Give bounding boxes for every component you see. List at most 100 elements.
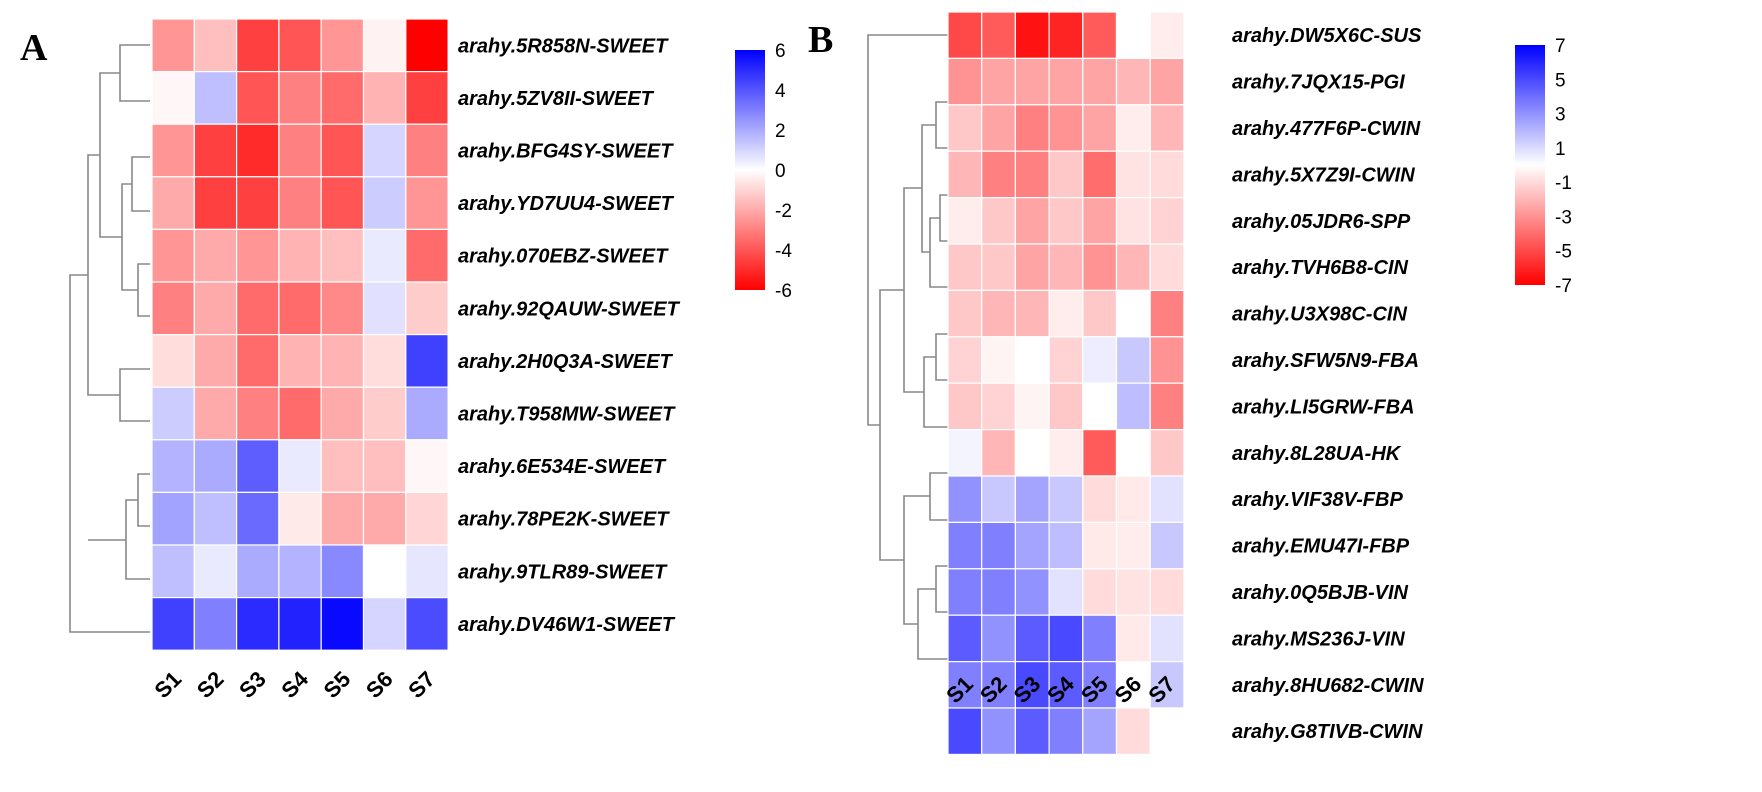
heatmap-cell xyxy=(278,544,322,599)
colorbar-ticks-b: 7 5 3 1 -1 -3 -5 -7 xyxy=(1555,36,1572,297)
colorbar-a: 6 4 2 0 -2 -4 -6 xyxy=(735,41,792,302)
heatmap-cell xyxy=(405,544,449,599)
gene-label: arahy.MS236J-VIN xyxy=(1232,628,1405,650)
gene-labels-b: arahy.DW5X6C-SUS arahy.7JQX15-PGI arahy.47… xyxy=(1232,25,1424,743)
heatmap-cell xyxy=(362,596,407,651)
heatmap-cell xyxy=(1048,104,1084,152)
colorbar-tick-label: 1 xyxy=(1555,139,1566,160)
gene-label: arahy.U3X98C-CIN xyxy=(1232,304,1407,326)
heatmap-cell xyxy=(1082,614,1118,663)
colorbar-tick-label: 3 xyxy=(1555,105,1566,126)
sample-label: S6 xyxy=(361,666,398,703)
heatmap-cell xyxy=(236,386,280,441)
heatmap-cell xyxy=(981,429,1017,477)
heatmap-cell xyxy=(193,386,238,441)
heatmap-cell xyxy=(193,70,238,125)
heatmap-cell xyxy=(151,491,195,546)
gene-label: arahy.2H0Q3A-SWEET xyxy=(458,351,674,373)
gene-label: arahy.5ZV8II-SWEET xyxy=(458,88,655,110)
gene-label: arahy.8L28UA-HK xyxy=(1232,443,1402,465)
heatmap-cell xyxy=(362,70,407,125)
heatmap-cell xyxy=(1115,568,1151,616)
heatmap-cell xyxy=(362,228,407,283)
heatmap-cell xyxy=(981,104,1017,152)
heatmap-cell xyxy=(1014,197,1050,245)
heatmap-cell xyxy=(362,281,407,336)
heatmap-cell xyxy=(151,386,195,441)
heatmap-cell xyxy=(1014,568,1050,616)
heatmap-cell xyxy=(1014,382,1050,431)
heatmap-cell xyxy=(947,429,983,477)
heatmap-cell xyxy=(1149,521,1185,570)
gene-label: arahy.477F6P-CWIN xyxy=(1232,118,1421,140)
heatmap-cell xyxy=(947,11,983,60)
gene-label: arahy.T958MW-SWEET xyxy=(458,404,676,426)
colorbar-tick-label: -7 xyxy=(1555,276,1572,297)
gene-label: arahy.92QAUW-SWEET xyxy=(458,298,681,320)
heatmap-cell xyxy=(947,660,983,709)
heatmap-b xyxy=(947,11,1185,756)
panel-a: A arahy.5R858N-SWEETarahy.5ZV8II-SWEETar… xyxy=(20,18,792,703)
heatmap-cell xyxy=(1082,104,1118,152)
heatmap-cell xyxy=(151,123,195,178)
colorbar-tick-label: 5 xyxy=(1555,70,1566,91)
heatmap-cell xyxy=(1048,57,1084,106)
heatmap-cell xyxy=(1115,289,1151,338)
heatmap-cell xyxy=(1149,243,1185,292)
heatmap-cell xyxy=(278,596,322,651)
heatmap-cell xyxy=(1149,11,1185,60)
colorbar-gradient-a xyxy=(735,50,765,290)
heatmap-cell xyxy=(1115,243,1151,292)
heatmap-cell xyxy=(1149,57,1185,106)
heatmap-cell xyxy=(1149,429,1185,477)
gene-label: arahy.070EBZ-SWEET xyxy=(458,246,669,268)
gene-label: arahy.SFW5N9-FBA xyxy=(1232,350,1419,372)
heatmap-cell xyxy=(405,176,449,231)
heatmap-cell xyxy=(405,439,449,493)
heatmap-cell xyxy=(405,228,449,283)
heatmap-cell xyxy=(278,70,322,125)
heatmap-cell xyxy=(236,491,280,546)
colorbar-tick-label: -4 xyxy=(775,241,792,262)
heatmap-cell xyxy=(320,544,365,599)
heatmap-cell xyxy=(1048,521,1084,570)
heatmap-cell xyxy=(320,491,365,546)
heatmap-cell xyxy=(1149,197,1185,245)
heatmap-cell xyxy=(193,334,238,388)
gene-label: arahy.TVH6B8-CIN xyxy=(1232,257,1409,279)
colorbar-tick-label: -5 xyxy=(1555,242,1572,263)
heatmap-cell xyxy=(1115,429,1151,477)
heatmap-cell xyxy=(981,521,1017,570)
heatmap-cell xyxy=(236,544,280,599)
heatmap-cell xyxy=(151,544,195,599)
sample-label: S7 xyxy=(403,666,440,703)
heatmap-cell xyxy=(1115,382,1151,431)
heatmap-cell xyxy=(1014,475,1050,524)
heatmap-cell xyxy=(320,334,365,388)
gene-label: arahy.05JDR6-SPP xyxy=(1232,211,1411,233)
heatmap-cell xyxy=(278,281,322,336)
gene-label: arahy.DW5X6C-SUS xyxy=(1232,25,1422,47)
gene-label: arahy.DV46W1-SWEET xyxy=(458,614,676,636)
heatmap-cell xyxy=(193,281,238,336)
heatmap-cell xyxy=(947,57,983,106)
heatmap-cell xyxy=(278,334,322,388)
heatmap-cell xyxy=(1115,57,1151,106)
heatmap-cell xyxy=(1048,11,1084,60)
heatmap-cell xyxy=(236,228,280,283)
heatmap-cell xyxy=(1048,429,1084,477)
heatmap-cell xyxy=(236,439,280,493)
colorbar-tick-label: 7 xyxy=(1555,36,1566,57)
colorbar-tick-label: 0 xyxy=(775,161,786,182)
heatmap-cell xyxy=(1115,475,1151,524)
heatmap-cell xyxy=(193,123,238,178)
heatmap-cell xyxy=(981,57,1017,106)
heatmap-a xyxy=(151,18,449,651)
sample-label: S3 xyxy=(234,666,271,703)
heatmap-cell xyxy=(405,70,449,125)
heatmap-cell xyxy=(981,660,1017,709)
heatmap-cell xyxy=(1149,614,1185,663)
heatmap-cell xyxy=(947,243,983,292)
heatmap-cell xyxy=(1048,336,1084,384)
heatmap-cell xyxy=(236,18,280,73)
